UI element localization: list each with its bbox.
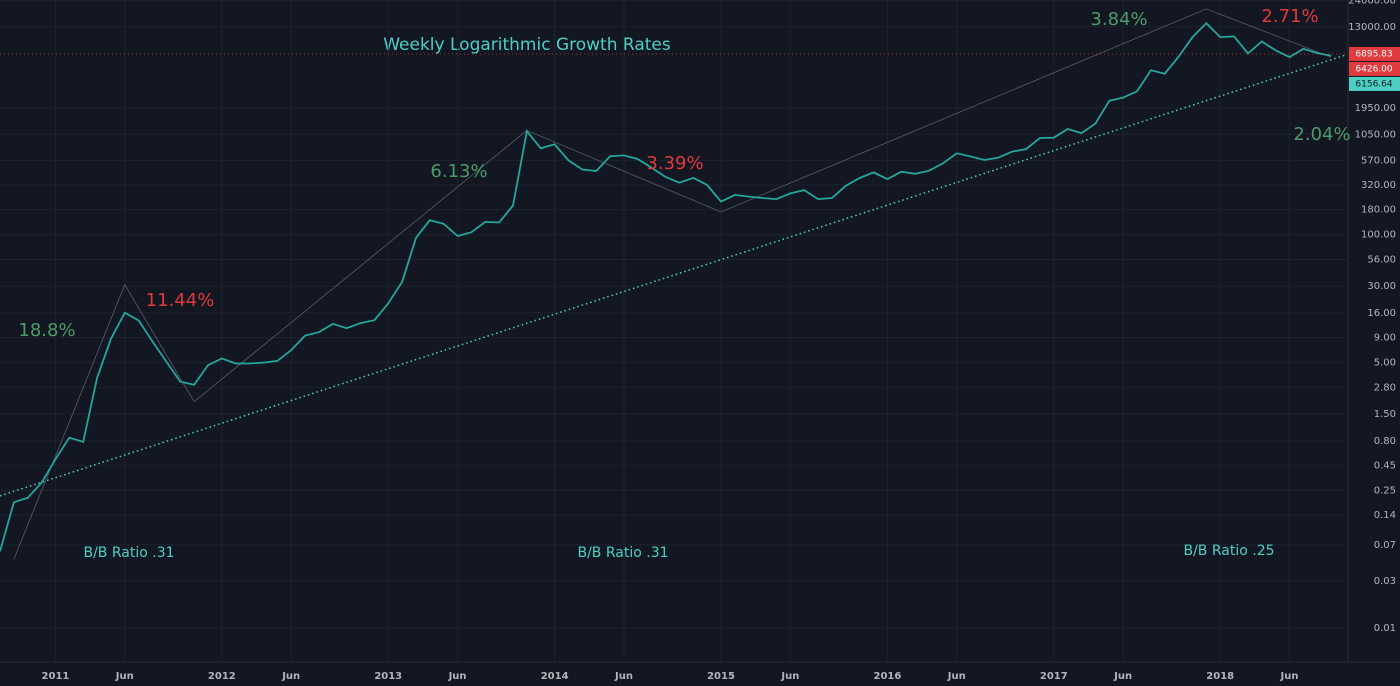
x-tick-label: 2015 [707, 671, 735, 682]
x-tick-label: 2011 [42, 671, 70, 682]
y-tick-label: 0.03 [1374, 576, 1396, 587]
x-tick-label: Jun [448, 671, 467, 682]
y-tick-label: 9.00 [1374, 332, 1396, 343]
trend-line [0, 54, 1346, 497]
price-box [1349, 46, 1400, 61]
y-tick-label: 1050.00 [1355, 129, 1396, 140]
price-label: 6156.64 [1355, 79, 1392, 89]
annotation: 3.84% [1090, 9, 1147, 30]
annotation: B/B Ratio .31 [83, 545, 174, 561]
y-tick-label: 1950.00 [1355, 103, 1396, 114]
price-box [1349, 76, 1400, 91]
x-tick-label: 2018 [1206, 671, 1234, 682]
annotation: B/B Ratio .25 [1183, 543, 1274, 559]
price-label: 6426.00 [1355, 64, 1392, 74]
y-tick-label: 0.07 [1374, 540, 1396, 551]
x-tick-label: Jun [780, 671, 799, 682]
x-tick-label: 2013 [374, 671, 402, 682]
y-tick-label: 0.80 [1374, 436, 1396, 447]
y-tick-label: 0.14 [1374, 510, 1396, 521]
chart-title: Weekly Logarithmic Growth Rates [383, 35, 671, 55]
x-tick-label: Jun [1280, 671, 1299, 682]
x-tick-label: Jun [115, 671, 134, 682]
x-tick-label: Jun [1113, 671, 1132, 682]
y-tick-label: 0.01 [1374, 623, 1396, 634]
x-tick-label: Jun [614, 671, 633, 682]
y-tick-label: 570.00 [1361, 155, 1396, 166]
y-tick-label: 13000.00 [1348, 22, 1396, 33]
y-tick-label: 320.00 [1361, 180, 1396, 191]
y-tick-label: 0.45 [1374, 460, 1396, 471]
y-tick-label: 1.50 [1374, 409, 1396, 420]
y-tick-label: 16.00 [1367, 308, 1396, 319]
annotation: 6.13% [430, 161, 487, 182]
annotation: B/B Ratio .31 [577, 545, 668, 561]
y-tick-label: 100.00 [1361, 230, 1396, 241]
annotation: 11.44% [146, 290, 215, 311]
price-line [0, 21, 1332, 552]
x-tick-label: Jun [281, 671, 300, 682]
y-tick-label: 180.00 [1361, 205, 1396, 216]
annotation: 2.04% [1293, 124, 1350, 145]
y-tick-label: 5.00 [1374, 358, 1396, 369]
annotation: 3.39% [646, 153, 703, 174]
y-tick-label: 24000.00 [1348, 0, 1396, 7]
x-tick-label: 2012 [208, 671, 236, 682]
y-tick-label: 2.80 [1374, 382, 1396, 393]
x-tick-label: 2014 [541, 671, 569, 682]
y-tick-label: 0.25 [1374, 485, 1396, 496]
x-tick-label: 2016 [874, 671, 902, 682]
price-box [1349, 61, 1400, 76]
price-label: 6895.83 [1355, 49, 1392, 59]
x-tick-label: 2017 [1040, 671, 1068, 682]
y-tick-label: 30.00 [1367, 281, 1396, 292]
x-tick-label: Jun [947, 671, 966, 682]
annotation: 2.71% [1261, 6, 1318, 27]
annotation: 18.8% [18, 320, 75, 341]
y-tick-label: 56.00 [1367, 254, 1396, 265]
